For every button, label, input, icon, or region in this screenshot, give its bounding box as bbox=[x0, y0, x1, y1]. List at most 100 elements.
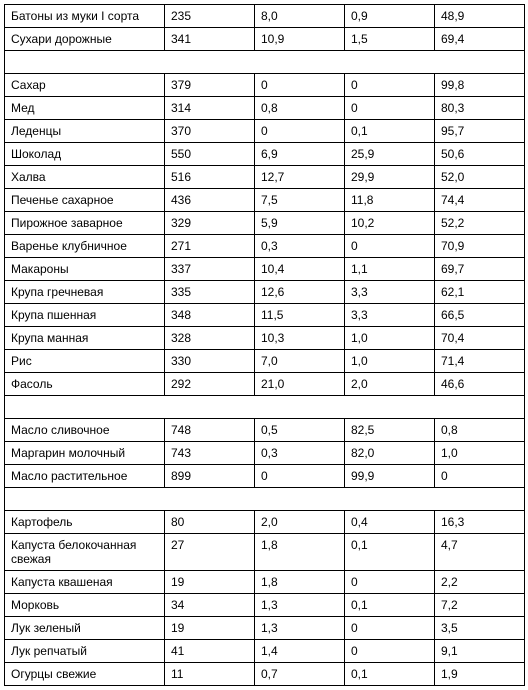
table-cell: Маргарин молочный bbox=[5, 442, 165, 465]
table-cell: Лук зеленый bbox=[5, 617, 165, 640]
table-row: Картофель802,00,416,3 bbox=[5, 511, 525, 534]
table-row: Крупа манная32810,31,070,4 bbox=[5, 327, 525, 350]
table-cell: 0 bbox=[345, 74, 435, 97]
table-cell: 0,1 bbox=[345, 120, 435, 143]
table-row: Огурцы свежие110,70,11,9 bbox=[5, 663, 525, 686]
table-cell: 1,0 bbox=[435, 442, 525, 465]
group-spacer bbox=[5, 396, 525, 419]
table-cell: Крупа пшенная bbox=[5, 304, 165, 327]
table-cell: 1,3 bbox=[255, 594, 345, 617]
table-row: Леденцы37000,195,7 bbox=[5, 120, 525, 143]
table-body: Батоны из муки I сорта2358,00,948,9Сухар… bbox=[5, 5, 525, 686]
table-cell: 0,3 bbox=[255, 442, 345, 465]
table-row: Капуста квашеная191,802,2 bbox=[5, 571, 525, 594]
table-cell: 12,7 bbox=[255, 166, 345, 189]
table-row: Лук зеленый191,303,5 bbox=[5, 617, 525, 640]
nutrition-table: Батоны из муки I сорта2358,00,948,9Сухар… bbox=[4, 4, 525, 686]
table-cell: 1,8 bbox=[255, 571, 345, 594]
table-cell: Леденцы bbox=[5, 120, 165, 143]
table-cell: 52,0 bbox=[435, 166, 525, 189]
table-cell: 0 bbox=[345, 97, 435, 120]
table-cell: Рис bbox=[5, 350, 165, 373]
table-row: Рис3307,01,071,4 bbox=[5, 350, 525, 373]
table-cell: 27 bbox=[165, 534, 255, 571]
table-cell: 82,5 bbox=[345, 419, 435, 442]
table-cell: 25,9 bbox=[345, 143, 435, 166]
table-cell: Варенье клубничное bbox=[5, 235, 165, 258]
table-cell: Крупа гречневая bbox=[5, 281, 165, 304]
table-cell: 0 bbox=[255, 465, 345, 488]
table-cell: 2,2 bbox=[435, 571, 525, 594]
table-row: Сахар3790099,8 bbox=[5, 74, 525, 97]
table-row: Варенье клубничное2710,3070,9 bbox=[5, 235, 525, 258]
spacer-cell bbox=[5, 51, 525, 74]
table-row: Лук репчатый411,409,1 bbox=[5, 640, 525, 663]
table-cell: 1,5 bbox=[345, 28, 435, 51]
table-cell: Лук репчатый bbox=[5, 640, 165, 663]
table-cell: 2,0 bbox=[255, 511, 345, 534]
table-cell: Огурцы свежие bbox=[5, 663, 165, 686]
table-cell: 3,3 bbox=[345, 304, 435, 327]
table-cell: Печенье сахарное bbox=[5, 189, 165, 212]
table-cell: 80,3 bbox=[435, 97, 525, 120]
table-cell: Крупа манная bbox=[5, 327, 165, 350]
table-cell: 0 bbox=[255, 74, 345, 97]
table-cell: 66,5 bbox=[435, 304, 525, 327]
table-cell: 271 bbox=[165, 235, 255, 258]
table-cell: Батоны из муки I сорта bbox=[5, 5, 165, 28]
table-cell: 52,2 bbox=[435, 212, 525, 235]
table-cell: 95,7 bbox=[435, 120, 525, 143]
table-cell: 10,4 bbox=[255, 258, 345, 281]
table-cell: 292 bbox=[165, 373, 255, 396]
table-cell: Халва bbox=[5, 166, 165, 189]
table-cell: 1,0 bbox=[345, 350, 435, 373]
table-cell: Пирожное заварное bbox=[5, 212, 165, 235]
table-cell: 329 bbox=[165, 212, 255, 235]
table-cell: 11 bbox=[165, 663, 255, 686]
table-cell: 743 bbox=[165, 442, 255, 465]
table-cell: 436 bbox=[165, 189, 255, 212]
table-row: Пирожное заварное3295,910,252,2 bbox=[5, 212, 525, 235]
table-row: Сухари дорожные34110,91,569,4 bbox=[5, 28, 525, 51]
table-cell: Сахар bbox=[5, 74, 165, 97]
table-cell: 0 bbox=[345, 617, 435, 640]
table-row: Макароны33710,41,169,7 bbox=[5, 258, 525, 281]
table-cell: 1,3 bbox=[255, 617, 345, 640]
table-cell: 1,9 bbox=[435, 663, 525, 686]
table-cell: Макароны bbox=[5, 258, 165, 281]
table-cell: 0,4 bbox=[345, 511, 435, 534]
table-cell: 0,9 bbox=[345, 5, 435, 28]
table-row: Халва51612,729,952,0 bbox=[5, 166, 525, 189]
table-cell: 3,3 bbox=[345, 281, 435, 304]
table-cell: 50,6 bbox=[435, 143, 525, 166]
table-cell: 550 bbox=[165, 143, 255, 166]
table-cell: 0,8 bbox=[435, 419, 525, 442]
table-cell: 11,5 bbox=[255, 304, 345, 327]
table-cell: 0,1 bbox=[345, 534, 435, 571]
table-cell: 7,2 bbox=[435, 594, 525, 617]
table-cell: Сухари дорожные bbox=[5, 28, 165, 51]
table-row: Мед3140,8080,3 bbox=[5, 97, 525, 120]
table-cell: Капуста квашеная bbox=[5, 571, 165, 594]
table-cell: 70,4 bbox=[435, 327, 525, 350]
table-cell: 71,4 bbox=[435, 350, 525, 373]
table-cell: Морковь bbox=[5, 594, 165, 617]
table-cell: Капуста белокочанная свежая bbox=[5, 534, 165, 571]
table-cell: 0,1 bbox=[345, 594, 435, 617]
table-cell: 21,0 bbox=[255, 373, 345, 396]
table-cell: 82,0 bbox=[345, 442, 435, 465]
table-cell: 69,7 bbox=[435, 258, 525, 281]
table-cell: 19 bbox=[165, 617, 255, 640]
table-cell: 48,9 bbox=[435, 5, 525, 28]
table-cell: 41 bbox=[165, 640, 255, 663]
table-cell: 16,3 bbox=[435, 511, 525, 534]
table-cell: Масло растительное bbox=[5, 465, 165, 488]
table-row: Фасоль29221,02,046,6 bbox=[5, 373, 525, 396]
table-cell: 12,6 bbox=[255, 281, 345, 304]
table-cell: 11,8 bbox=[345, 189, 435, 212]
table-cell: 10,9 bbox=[255, 28, 345, 51]
table-cell: 5,9 bbox=[255, 212, 345, 235]
table-row: Крупа гречневая33512,63,362,1 bbox=[5, 281, 525, 304]
table-row: Морковь341,30,17,2 bbox=[5, 594, 525, 617]
table-cell: 2,0 bbox=[345, 373, 435, 396]
